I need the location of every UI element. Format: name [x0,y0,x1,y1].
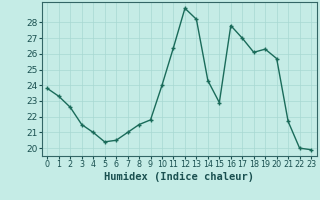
X-axis label: Humidex (Indice chaleur): Humidex (Indice chaleur) [104,172,254,182]
